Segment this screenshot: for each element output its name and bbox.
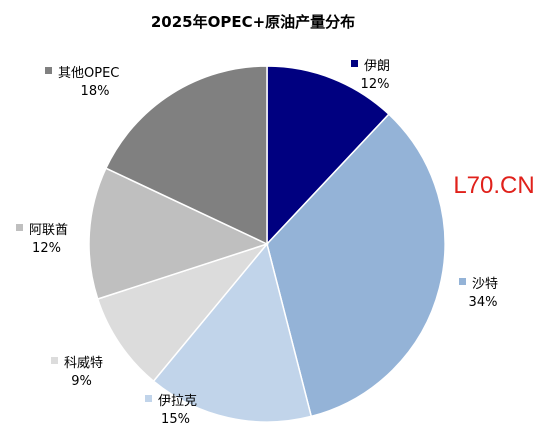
legend-swatch [145, 395, 152, 402]
slice-label: 伊拉克 [158, 394, 197, 409]
slice-value-label: 9% [71, 374, 92, 389]
slice-6 [104, 65, 268, 246]
slice-4 [96, 242, 270, 383]
slice-value-label: 34% [469, 295, 498, 310]
legend-swatch [45, 67, 52, 74]
slice-labels: 伊朗 12% 沙特 34% 伊拉克 15% 科威特 9% 阿联酋 12% 其他OPEC 18% [16, 59, 498, 427]
slice-value-label: 12% [32, 241, 61, 256]
slice-value-label: 18% [81, 84, 110, 99]
legend-swatch [16, 224, 23, 231]
slice-1 [266, 65, 390, 246]
legend-swatch [51, 357, 58, 364]
slice-label: 阿联酋 [29, 222, 68, 238]
slice-label: 沙特 [472, 277, 498, 292]
slice-label: 科威特 [64, 356, 103, 371]
slice-2 [266, 113, 446, 418]
legend-swatch [459, 278, 466, 285]
watermark-text: L70.CN [453, 172, 534, 199]
slice-value-label: 12% [361, 77, 390, 92]
pie-slices [88, 65, 446, 423]
slice-label: 其他OPEC [58, 66, 119, 81]
slice-3 [152, 242, 313, 423]
slice-label: 伊朗 [364, 59, 390, 74]
slice-5 [88, 167, 270, 300]
slice-value-label: 15% [161, 412, 190, 427]
legend-swatch [351, 60, 358, 67]
chart-title: 2025年OPEC+原油产量分布 [151, 13, 355, 31]
